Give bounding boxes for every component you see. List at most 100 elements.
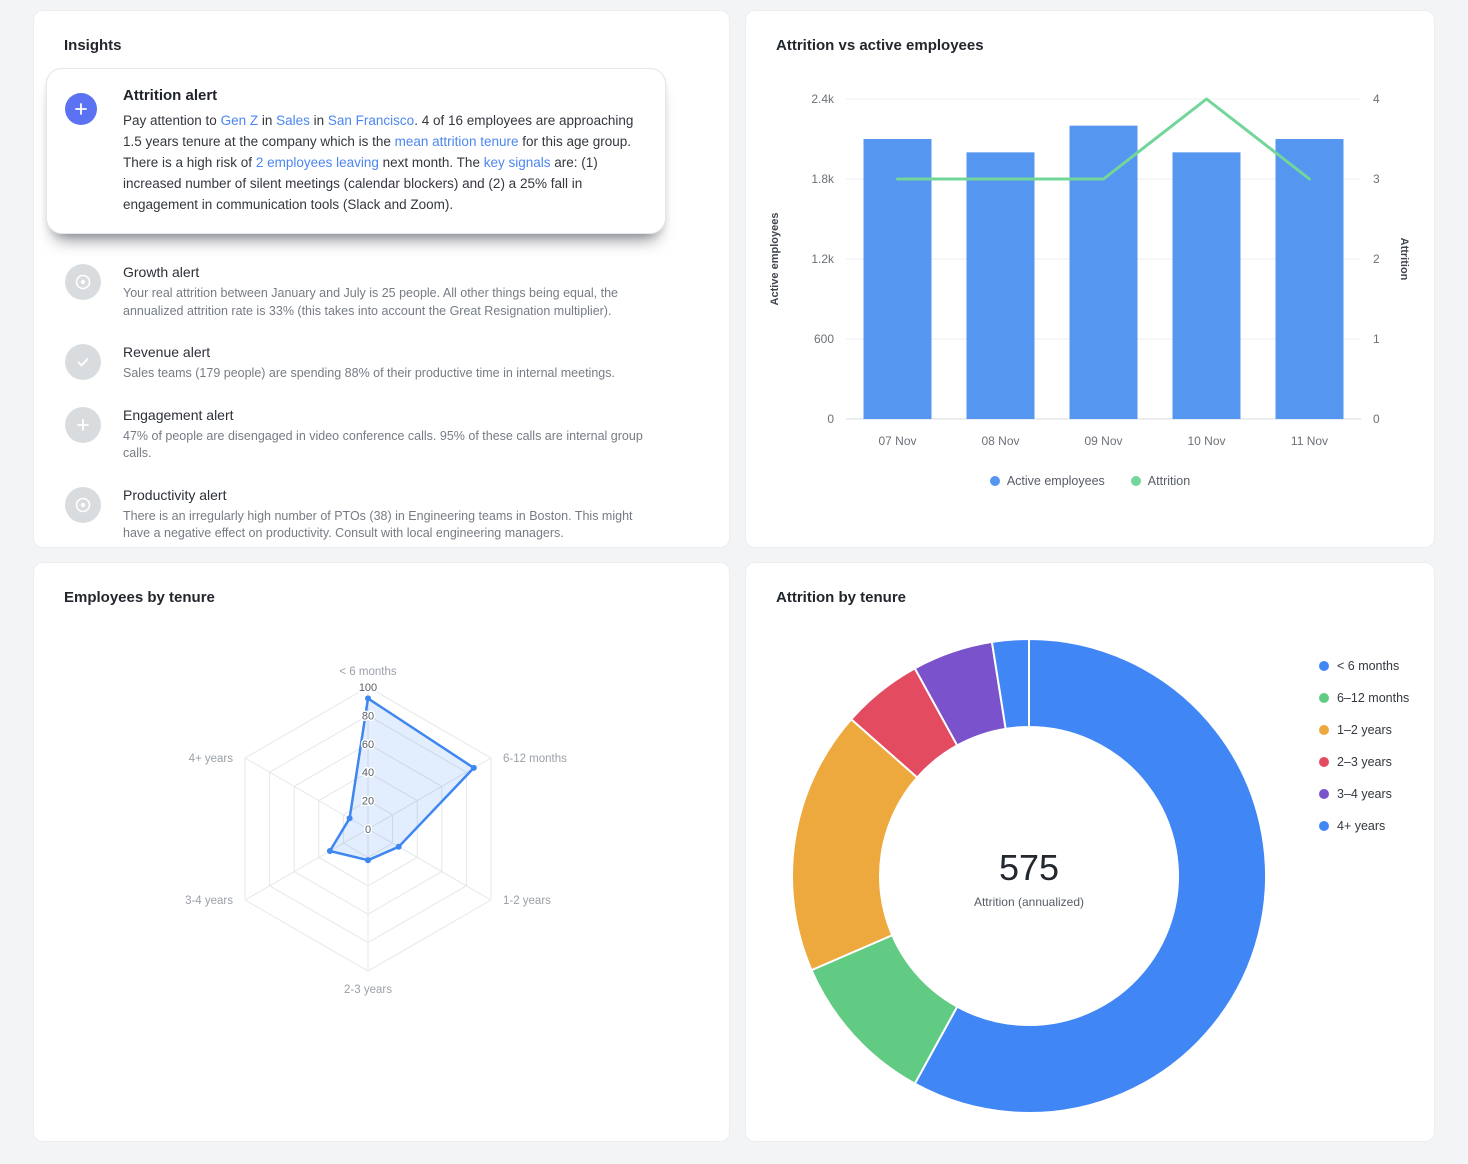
svg-text:1.8k: 1.8k xyxy=(811,172,835,186)
combo-chart[interactable]: 0 0 600 1 1.2k 2 1.8k 3 2.4k 4 07 Nov 08 Nov 09 Nov 1… xyxy=(746,54,1434,474)
svg-text:6-12 months: 6-12 months xyxy=(503,753,567,765)
svg-text:11 Nov: 11 Nov xyxy=(1291,434,1328,448)
legend-item[interactable]: 2–3 years xyxy=(1319,755,1409,769)
svg-text:0: 0 xyxy=(365,824,371,836)
svg-text:3-4 years: 3-4 years xyxy=(185,895,233,907)
svg-text:600: 600 xyxy=(814,332,834,346)
combo-chart-title: Attrition vs active employees xyxy=(776,37,984,54)
alert-text-segment: in xyxy=(309,113,328,128)
svg-text:0: 0 xyxy=(827,412,834,426)
legend-label: Active employees xyxy=(1006,474,1105,488)
alert-link[interactable]: 2 employees leaving xyxy=(255,155,379,170)
svg-text:40: 40 xyxy=(362,767,374,779)
alert-link[interactable]: mean attrition tenure xyxy=(394,134,519,149)
plus-icon xyxy=(65,406,101,443)
check-icon xyxy=(65,344,101,380)
alert-title: Productivity alert xyxy=(123,486,227,503)
legend-dot xyxy=(1319,789,1329,799)
alert-text-segment: next month. The xyxy=(378,155,484,170)
svg-text:20: 20 xyxy=(362,796,374,808)
alert-body: Sales teams (179 people) are spending 88… xyxy=(123,366,615,380)
alert-text-segment: . 4 of 16 employees are approaching 1.5 … xyxy=(123,113,634,149)
svg-text:1.2k: 1.2k xyxy=(811,252,835,266)
alert-title: Engagement alert xyxy=(123,406,234,423)
circle-dot-icon xyxy=(65,264,101,300)
svg-text:08 Nov: 08 Nov xyxy=(981,434,1019,448)
legend-item[interactable]: Active employees xyxy=(989,474,1105,488)
legend-dot xyxy=(989,476,1000,486)
alert-revenue[interactable]: Revenue alert Sales teams (179 people) a… xyxy=(65,344,699,383)
svg-text:09 Nov: 09 Nov xyxy=(1084,434,1122,448)
svg-text:4+ years: 4+ years xyxy=(189,753,234,765)
legend-dot xyxy=(1319,757,1329,767)
donut-slice[interactable] xyxy=(913,638,1267,1114)
plus-icon xyxy=(65,93,97,125)
alert-link[interactable]: Sales xyxy=(276,113,310,128)
legend-dot xyxy=(1130,476,1141,486)
attrition-by-tenure-panel: Attrition by tenure 575 Attrition (annual… xyxy=(745,562,1435,1142)
radar-chart[interactable]: < 6 months 6-12 months 1-2 years 2-3 years 3… xyxy=(34,606,729,1131)
alert-body: There is an irregularly high number of P… xyxy=(123,508,633,541)
legend-item[interactable]: 3–4 years xyxy=(1319,787,1409,801)
donut-wrap: 575 Attrition (annualized) < 6 months 6–12… xyxy=(746,612,1434,1137)
employees-by-tenure-panel: Employees by tenure < 6 months 6-12 month… xyxy=(33,562,730,1142)
alert-title: Growth alert xyxy=(123,264,200,280)
svg-text:2-3 years: 2-3 years xyxy=(344,984,392,996)
legend-item[interactable]: 6–12 months xyxy=(1319,691,1409,705)
svg-text:60: 60 xyxy=(362,739,374,751)
attrition-alert-card[interactable]: Attrition alert Pay attention to Gen Z i… xyxy=(46,68,666,234)
legend-item[interactable]: 4+ years xyxy=(1319,819,1409,833)
circle-dot-icon xyxy=(65,486,101,523)
donut-legend: < 6 months 6–12 months 1–2 years 2–3 years 3… xyxy=(1306,612,1409,1137)
legend-label: 2–3 years xyxy=(1337,755,1392,769)
alert-list: Growth alert Your real attrition between… xyxy=(65,264,699,543)
alert-engagement[interactable]: Engagement alert 47% of people are disen… xyxy=(65,406,699,463)
alert-body: 47% of people are disengaged in video co… xyxy=(123,428,643,461)
svg-text:Attrition: Attrition xyxy=(1398,238,1410,281)
alert-growth[interactable]: Growth alert Your real attrition between… xyxy=(65,264,699,320)
radar-chart-title: Employees by tenure xyxy=(64,589,215,606)
legend-dot xyxy=(1319,693,1329,703)
donut-chart-title: Attrition by tenure xyxy=(776,589,906,606)
alert-text-segment: Pay attention to xyxy=(123,113,221,128)
svg-text:10 Nov: 10 Nov xyxy=(1187,434,1225,448)
alert-text-segment: in xyxy=(258,113,277,128)
alert-link[interactable]: Gen Z xyxy=(220,113,259,128)
svg-text:1: 1 xyxy=(1373,332,1380,346)
legend-dot xyxy=(1319,661,1329,671)
legend-dot xyxy=(1319,725,1329,735)
donut-chart[interactable]: 575 Attrition (annualized) xyxy=(746,612,1306,1137)
svg-text:2.4k: 2.4k xyxy=(811,92,835,106)
alert-link[interactable]: San Francisco xyxy=(327,113,415,128)
attrition-alert-title: Attrition alert xyxy=(123,87,218,104)
alert-link[interactable]: key signals xyxy=(483,155,551,170)
legend-item[interactable]: < 6 months xyxy=(1319,659,1409,673)
legend-label: 3–4 years xyxy=(1337,787,1392,801)
attrition-alert-body: Pay attention to Gen Z in Sales in San F… xyxy=(123,110,641,215)
legend-label: 1–2 years xyxy=(1337,723,1392,737)
alert-title: Revenue alert xyxy=(123,344,211,360)
insights-title: Insights xyxy=(64,37,122,54)
insights-panel: Insights Attrition alert Pay attention t… xyxy=(33,10,730,548)
attrition-vs-active-panel: Attrition vs active employees 0 0 600 1 1.2k… xyxy=(745,10,1435,548)
legend-label: 6–12 months xyxy=(1337,691,1410,705)
svg-text:80: 80 xyxy=(362,710,374,722)
legend-label: < 6 months xyxy=(1337,659,1400,673)
svg-text:Attrition (annualized): Attrition (annualized) xyxy=(974,895,1084,909)
svg-text:1-2 years: 1-2 years xyxy=(503,895,551,907)
legend-item[interactable]: Attrition xyxy=(1130,474,1190,488)
donut-slice[interactable] xyxy=(990,638,1030,730)
legend-item[interactable]: 1–2 years xyxy=(1319,723,1409,737)
alert-productivity[interactable]: Productivity alert There is an irregular… xyxy=(65,486,699,543)
combo-legend: Active employees Attrition xyxy=(746,474,1434,488)
svg-text:2: 2 xyxy=(1373,252,1380,266)
alert-body: Your real attrition between January and … xyxy=(123,286,619,318)
svg-text:< 6 months: < 6 months xyxy=(339,666,396,678)
svg-text:575: 575 xyxy=(999,847,1059,888)
svg-text:4: 4 xyxy=(1373,92,1380,106)
svg-text:Active employees: Active employees xyxy=(769,213,781,306)
svg-text:0: 0 xyxy=(1373,412,1380,426)
legend-dot xyxy=(1319,821,1329,831)
attrition-alert-content: Attrition alert Pay attention to Gen Z i… xyxy=(123,87,641,215)
